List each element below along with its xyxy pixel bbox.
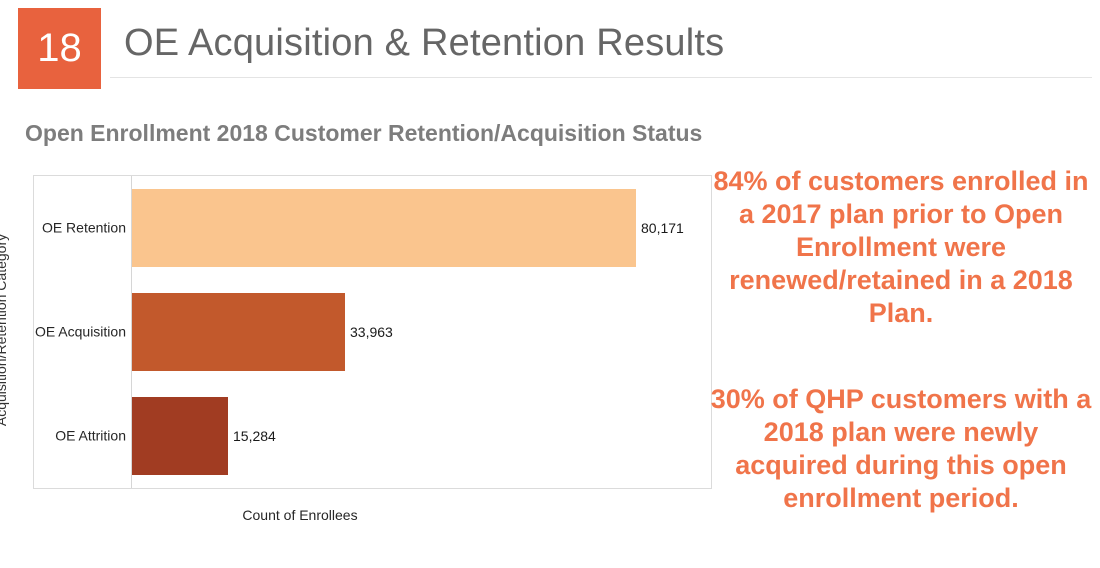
chart-title: Open Enrollment 2018 Customer Retention/…	[25, 120, 703, 146]
retention-annotation: 84% of customers enrolled in a 2017 plan…	[713, 166, 1089, 328]
bar-row: OE Attrition 15,284	[34, 384, 711, 488]
slide-number-badge: 18	[18, 8, 101, 89]
value-label: 15,284	[233, 428, 276, 444]
header-divider	[110, 77, 1092, 78]
bar	[132, 397, 228, 475]
bar	[132, 293, 345, 371]
category-label: OE Attrition	[55, 427, 126, 444]
y-axis-label: Acquisition/Retention Category	[0, 233, 9, 427]
value-label: 80,171	[641, 220, 684, 236]
bar	[132, 189, 636, 267]
y-axis-line	[131, 176, 132, 488]
bar-chart-plot: OE Retention 80,171 OE Acquisition 33,963 OE…	[33, 175, 712, 489]
category-label: OE Retention	[41, 219, 126, 236]
acquisition-annotation: 30% of QHP customers with a 2018 plan we…	[710, 383, 1092, 513]
x-axis-label: Count of Enrollees	[242, 507, 358, 523]
category-label: OE Acquisition	[34, 323, 126, 340]
value-label: 33,963	[350, 324, 393, 340]
slide-title: OE Acquisition & Retention Results	[124, 22, 725, 64]
annotation-panel: 84% of customers enrolled in a 2017 plan…	[710, 165, 1092, 514]
bar-row: OE Acquisition 33,963	[34, 280, 711, 384]
bar-row: OE Retention 80,171	[34, 176, 711, 280]
